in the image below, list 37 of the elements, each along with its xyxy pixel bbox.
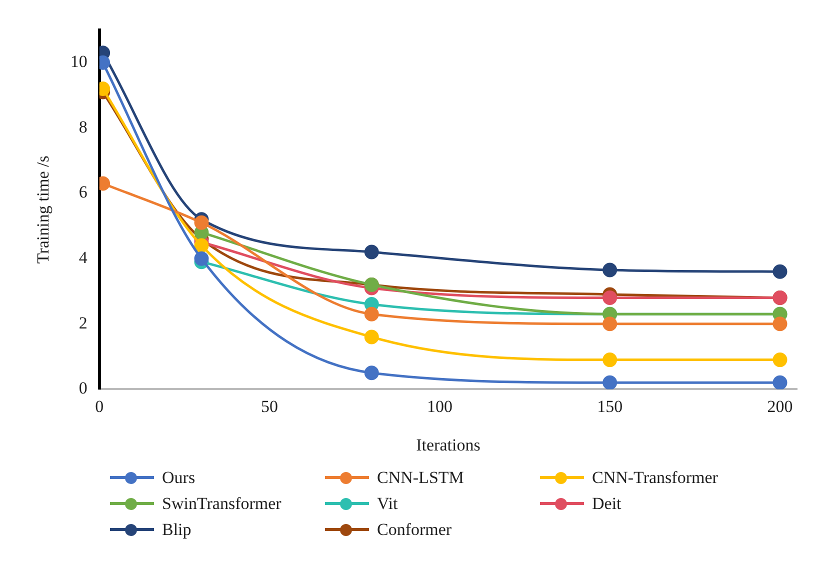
y-tick-label: 10 [70,52,88,72]
legend-label: SwinTransformer [162,494,282,514]
point [602,290,618,306]
y-tick-label: 2 [78,313,88,332]
y-tick-label: 8 [78,117,88,136]
y-tick-label: 0 [78,378,88,398]
point [364,306,379,322]
x-tick-label: 50 [261,396,278,416]
point [602,316,618,332]
point [602,375,618,390]
y-tick-label: 4 [78,248,88,268]
legend-label: Conformer [377,520,452,540]
legend-label: CNN-Transformer [592,468,718,488]
point [772,375,788,390]
legend-label: Ours [162,468,196,488]
legend-label: Vit [377,494,398,514]
point [364,330,379,344]
y-axis-title: Training time /s [34,156,53,264]
point [364,244,379,260]
point [602,352,618,368]
x-axis-title: Iterations [416,435,480,454]
point [772,352,788,368]
point [194,215,209,230]
point [194,238,209,253]
x-tick-label: 0 [95,396,104,416]
legend-label: Blip [162,520,192,540]
legend-label: Deit [592,494,622,514]
point [772,316,788,332]
legend-label: CNN-LSTM [377,468,464,488]
x-tick-label: 150 [597,396,623,416]
point [364,366,379,380]
point [772,264,788,279]
x-tick-label: 100 [426,396,452,416]
point [194,251,209,266]
x-tick-label: 200 [767,396,793,416]
point [602,262,618,278]
y-tick-label: 6 [78,182,88,202]
